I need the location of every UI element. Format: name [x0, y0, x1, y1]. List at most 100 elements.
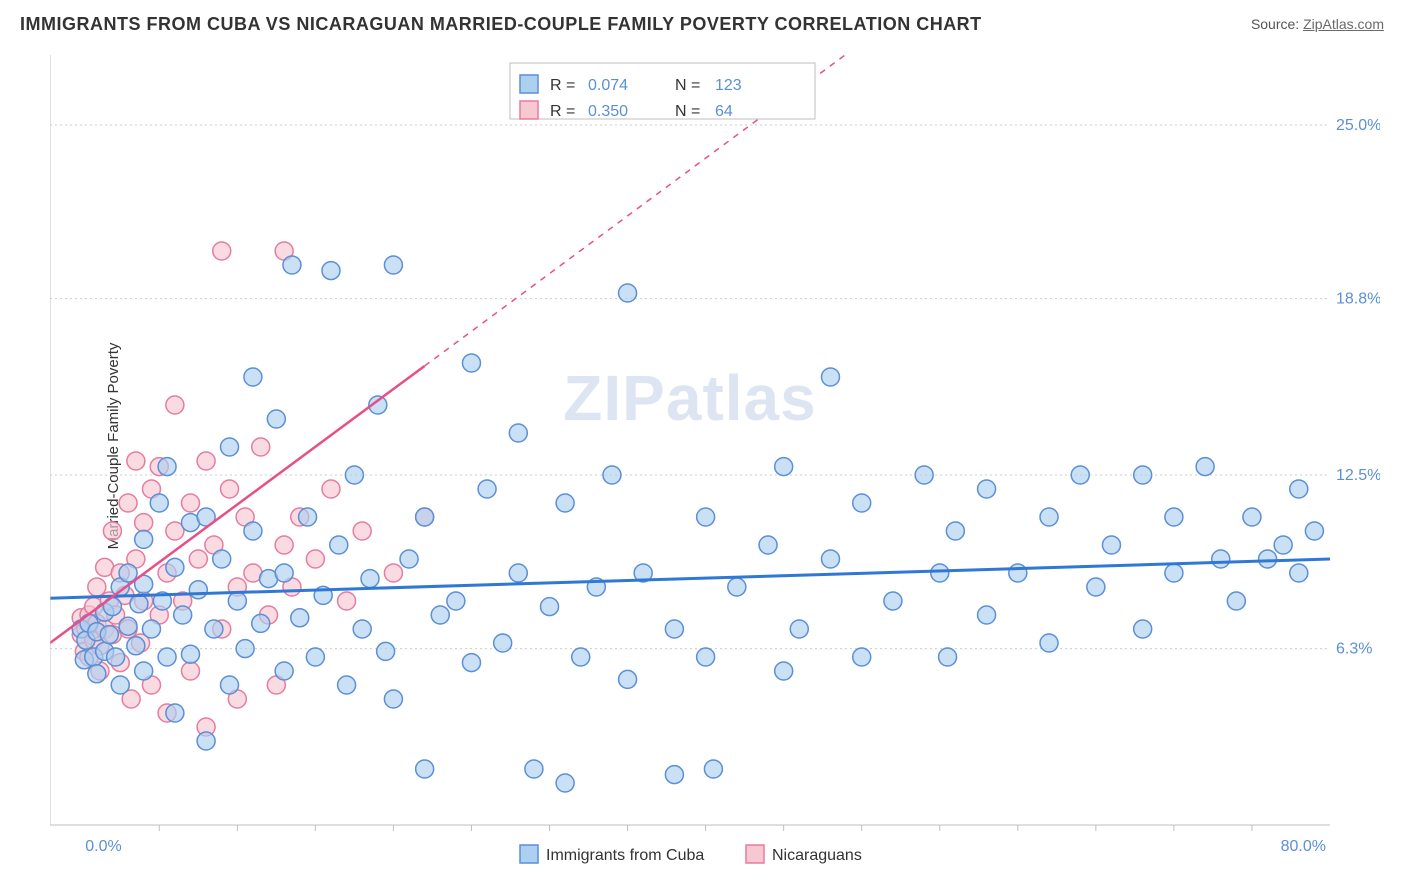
data-point-cuba — [111, 676, 129, 694]
legend-r-label: R = — [550, 77, 575, 94]
data-point-cuba — [174, 606, 192, 624]
data-point-cuba — [1212, 550, 1230, 568]
data-point-cuba — [728, 578, 746, 596]
data-point-cuba — [166, 558, 184, 576]
legend-label: Immigrants from Cuba — [546, 847, 704, 864]
legend-r-value: 0.350 — [588, 103, 628, 120]
data-point-cuba — [119, 617, 137, 635]
data-point-cuba — [236, 640, 254, 658]
data-point-cuba — [377, 642, 395, 660]
data-point-cuba — [275, 662, 293, 680]
data-point-cuba — [556, 494, 574, 512]
data-point-cuba — [494, 634, 512, 652]
legend-n-value: 64 — [715, 103, 733, 120]
data-point-nicaragua — [181, 494, 199, 512]
data-point-nicaragua — [135, 514, 153, 532]
data-point-cuba — [697, 508, 715, 526]
legend-swatch — [520, 845, 538, 863]
data-point-cuba — [978, 480, 996, 498]
data-point-cuba — [345, 466, 363, 484]
data-point-nicaragua — [384, 564, 402, 582]
data-point-cuba — [665, 620, 683, 638]
legend-n-label: N = — [675, 77, 700, 94]
data-point-cuba — [821, 368, 839, 386]
data-point-cuba — [1102, 536, 1120, 554]
data-point-cuba — [291, 609, 309, 627]
data-point-cuba — [431, 606, 449, 624]
data-point-cuba — [244, 522, 262, 540]
data-point-cuba — [150, 494, 168, 512]
watermark: ZIPatlas — [563, 362, 816, 434]
data-point-cuba — [509, 564, 527, 582]
y-tick-label: 25.0% — [1336, 117, 1380, 134]
data-point-cuba — [205, 620, 223, 638]
data-point-cuba — [1274, 536, 1292, 554]
data-point-cuba — [299, 508, 317, 526]
data-point-cuba — [665, 766, 683, 784]
legend-swatch — [520, 101, 538, 119]
x-tick-label: 80.0% — [1281, 838, 1326, 855]
data-point-cuba — [189, 581, 207, 599]
scatter-plot: 6.3%12.5%18.8%25.0%ZIPatlas0.0%80.0%R =0… — [50, 55, 1380, 892]
data-point-cuba — [939, 648, 957, 666]
data-point-cuba — [330, 536, 348, 554]
data-point-cuba — [100, 626, 118, 644]
data-point-cuba — [775, 662, 793, 680]
data-point-cuba — [1305, 522, 1323, 540]
data-point-cuba — [1087, 578, 1105, 596]
data-point-cuba — [221, 438, 239, 456]
y-tick-label: 6.3% — [1336, 641, 1372, 658]
data-point-cuba — [572, 648, 590, 666]
data-point-cuba — [384, 690, 402, 708]
data-point-cuba — [275, 564, 293, 582]
data-point-cuba — [884, 592, 902, 610]
data-point-cuba — [1040, 508, 1058, 526]
data-point-cuba — [416, 508, 434, 526]
data-point-nicaragua — [306, 550, 324, 568]
data-point-nicaragua — [189, 550, 207, 568]
data-point-cuba — [181, 645, 199, 663]
data-point-cuba — [197, 732, 215, 750]
data-point-cuba — [1196, 458, 1214, 476]
legend-label: Nicaraguans — [772, 847, 862, 864]
data-point-cuba — [361, 570, 379, 588]
data-point-nicaragua — [127, 452, 145, 470]
data-point-cuba — [853, 648, 871, 666]
data-point-nicaragua — [197, 452, 215, 470]
data-point-cuba — [759, 536, 777, 554]
x-tick-label: 0.0% — [85, 838, 121, 855]
data-point-cuba — [447, 592, 465, 610]
chart-container: IMMIGRANTS FROM CUBA VS NICARAGUAN MARRI… — [0, 0, 1406, 892]
data-point-nicaragua — [322, 480, 340, 498]
y-tick-label: 18.8% — [1336, 291, 1380, 308]
data-point-cuba — [915, 466, 933, 484]
data-point-cuba — [384, 256, 402, 274]
data-point-cuba — [166, 704, 184, 722]
legend-top: R =0.074N =123R =0.350N =64 — [510, 63, 815, 120]
data-point-cuba — [322, 262, 340, 280]
data-point-cuba — [1227, 592, 1245, 610]
data-point-cuba — [127, 637, 145, 655]
data-point-cuba — [213, 550, 231, 568]
data-point-cuba — [931, 564, 949, 582]
legend-r-label: R = — [550, 103, 575, 120]
legend-r-value: 0.074 — [588, 77, 628, 94]
source-prefix: Source: — [1251, 16, 1303, 32]
data-point-cuba — [338, 676, 356, 694]
data-point-cuba — [946, 522, 964, 540]
data-point-cuba — [1259, 550, 1277, 568]
data-point-cuba — [283, 256, 301, 274]
data-point-cuba — [1134, 466, 1152, 484]
data-point-cuba — [107, 648, 125, 666]
data-point-nicaragua — [353, 522, 371, 540]
data-point-cuba — [135, 662, 153, 680]
data-point-nicaragua — [88, 578, 106, 596]
legend-n-label: N = — [675, 103, 700, 120]
data-point-nicaragua — [103, 522, 121, 540]
data-point-cuba — [462, 654, 480, 672]
data-point-cuba — [556, 774, 574, 792]
data-point-cuba — [1290, 564, 1308, 582]
source-link[interactable]: ZipAtlas.com — [1303, 16, 1384, 32]
data-point-cuba — [244, 368, 262, 386]
data-point-cuba — [158, 648, 176, 666]
